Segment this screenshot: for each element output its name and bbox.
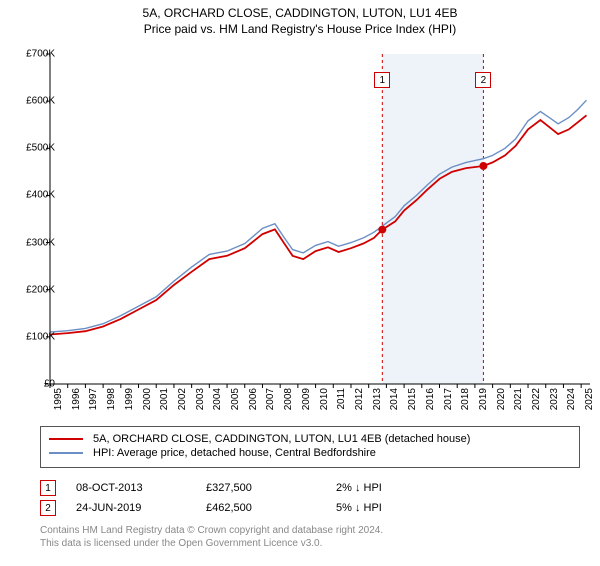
x-tick-label: 2005 — [230, 388, 241, 410]
x-tick-label: 1998 — [106, 388, 117, 410]
event-marker-icon: 1 — [40, 480, 56, 496]
y-tick-label: £300K — [5, 237, 55, 248]
event-pct: 2% ↓ HPI — [336, 482, 406, 494]
x-tick-label: 1995 — [53, 388, 64, 410]
chart-event-marker: 2 — [475, 72, 491, 88]
x-tick-label: 1999 — [124, 388, 135, 410]
x-tick-label: 2009 — [301, 388, 312, 410]
y-tick-label: £600K — [5, 96, 55, 107]
legend: 5A, ORCHARD CLOSE, CADDINGTON, LUTON, LU… — [40, 426, 580, 468]
y-tick-label: £700K — [5, 49, 55, 60]
event-price: £327,500 — [206, 482, 336, 494]
x-tick-label: 2008 — [283, 388, 294, 410]
footer-line: Contains HM Land Registry data © Crown c… — [40, 524, 383, 537]
event-date: 24-JUN-2019 — [76, 502, 206, 514]
chart-subtitle: Price paid vs. HM Land Registry's House … — [0, 22, 600, 36]
event-pct: 5% ↓ HPI — [336, 502, 406, 514]
x-tick-label: 2010 — [319, 388, 330, 410]
event-marker-icon: 2 — [40, 500, 56, 516]
legend-swatch — [49, 438, 83, 440]
y-tick-label: £100K — [5, 331, 55, 342]
legend-label: HPI: Average price, detached house, Cent… — [93, 447, 376, 459]
event-date: 08-OCT-2013 — [76, 482, 206, 494]
x-tick-label: 2023 — [549, 388, 560, 410]
legend-item: HPI: Average price, detached house, Cent… — [49, 447, 571, 459]
y-tick-label: £400K — [5, 190, 55, 201]
chart-area — [50, 54, 590, 384]
x-tick-label: 2016 — [425, 388, 436, 410]
event-row: 1 08-OCT-2013 £327,500 2% ↓ HPI — [40, 480, 580, 496]
footer-line: This data is licensed under the Open Gov… — [40, 537, 383, 550]
footer-attribution: Contains HM Land Registry data © Crown c… — [40, 524, 383, 550]
y-tick-label: £200K — [5, 284, 55, 295]
y-tick-label: £500K — [5, 143, 55, 154]
x-tick-label: 1996 — [71, 388, 82, 410]
x-tick-label: 2007 — [265, 388, 276, 410]
legend-swatch — [49, 452, 83, 454]
x-tick-label: 2020 — [496, 388, 507, 410]
x-tick-label: 2012 — [354, 388, 365, 410]
x-tick-label: 2006 — [248, 388, 259, 410]
x-tick-label: 2013 — [372, 388, 383, 410]
legend-label: 5A, ORCHARD CLOSE, CADDINGTON, LUTON, LU… — [93, 433, 470, 445]
x-tick-label: 2000 — [142, 388, 153, 410]
x-tick-label: 2021 — [513, 388, 524, 410]
x-tick-label: 2002 — [177, 388, 188, 410]
x-tick-label: 2024 — [566, 388, 577, 410]
x-tick-label: 2015 — [407, 388, 418, 410]
event-row: 2 24-JUN-2019 £462,500 5% ↓ HPI — [40, 500, 580, 516]
legend-item: 5A, ORCHARD CLOSE, CADDINGTON, LUTON, LU… — [49, 433, 571, 445]
line-chart — [50, 54, 590, 384]
x-tick-label: 1997 — [88, 388, 99, 410]
chart-title: 5A, ORCHARD CLOSE, CADDINGTON, LUTON, LU… — [0, 6, 600, 20]
x-tick-label: 2014 — [389, 388, 400, 410]
event-table: 1 08-OCT-2013 £327,500 2% ↓ HPI 2 24-JUN… — [40, 476, 580, 520]
x-tick-label: 2025 — [584, 388, 595, 410]
chart-event-marker: 1 — [374, 72, 390, 88]
x-tick-label: 2004 — [212, 388, 223, 410]
x-tick-label: 2017 — [443, 388, 454, 410]
x-tick-label: 2019 — [478, 388, 489, 410]
x-tick-label: 2003 — [195, 388, 206, 410]
event-price: £462,500 — [206, 502, 336, 514]
x-tick-label: 2018 — [460, 388, 471, 410]
x-tick-label: 2011 — [336, 388, 347, 410]
x-tick-label: 2022 — [531, 388, 542, 410]
x-tick-label: 2001 — [159, 388, 170, 410]
page: 5A, ORCHARD CLOSE, CADDINGTON, LUTON, LU… — [0, 6, 600, 566]
y-tick-label: £0 — [5, 379, 55, 390]
